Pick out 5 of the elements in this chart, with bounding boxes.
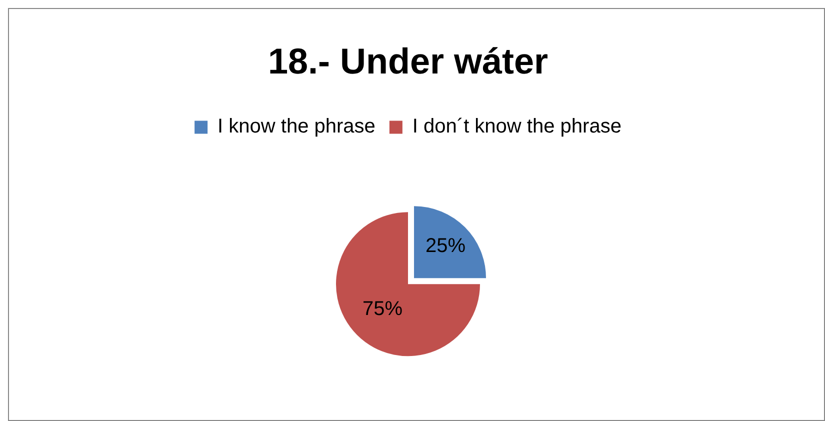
legend-label: I don´t know the phrase [412, 116, 622, 138]
data-label: 75% [362, 298, 403, 320]
data-label: 25% [425, 235, 466, 258]
legend-label: I know the phrase [218, 116, 376, 138]
chart-title: 18.- Under wáter [268, 40, 548, 82]
